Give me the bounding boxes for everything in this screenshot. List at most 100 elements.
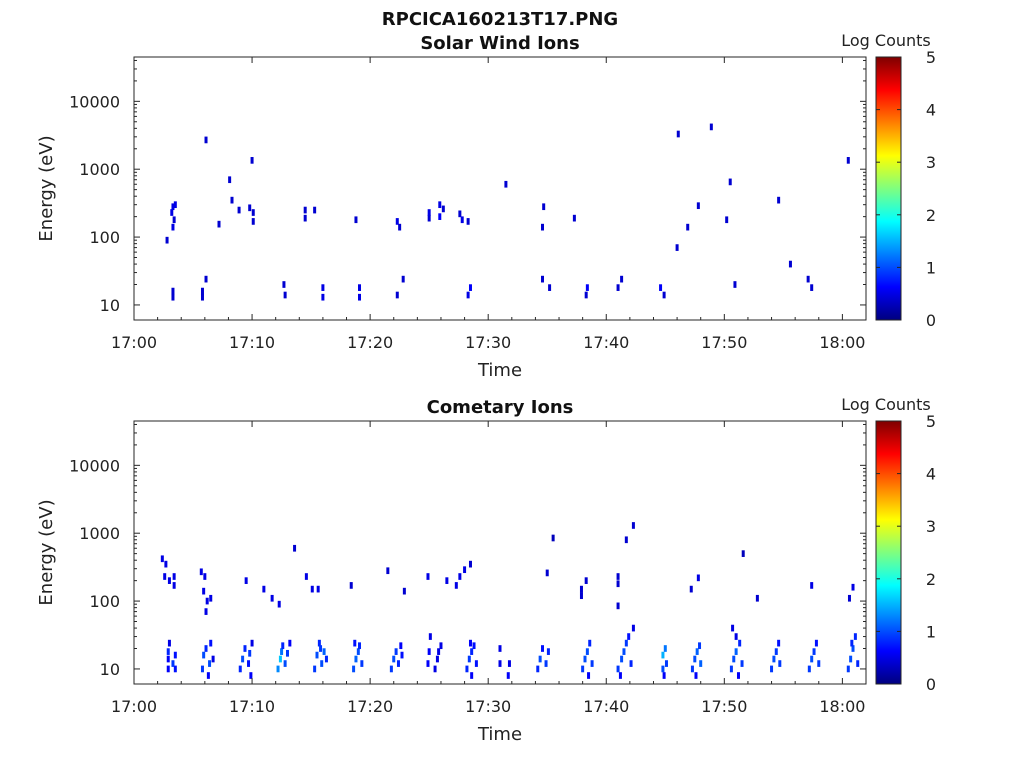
data-cell: [541, 275, 545, 283]
x-tick-label: 17:30: [465, 333, 511, 352]
data-cell: [426, 573, 430, 580]
data-cell: [241, 655, 245, 663]
data-cell: [250, 157, 254, 164]
data-cell: [732, 655, 736, 663]
data-cell: [293, 544, 297, 552]
data-cell: [171, 287, 175, 295]
data-cell: [204, 608, 208, 615]
data-cell: [172, 573, 176, 580]
data-cell: [777, 196, 781, 204]
data-cell: [285, 649, 289, 657]
x-tick-label: 18:00: [819, 697, 865, 716]
data-cell: [458, 573, 462, 580]
data-cell: [466, 291, 470, 299]
x-tick-label: 17:20: [347, 333, 393, 352]
data-cell: [173, 651, 177, 659]
data-cell: [438, 213, 442, 220]
data-cell: [696, 202, 700, 210]
x-tick-label: 17:10: [229, 697, 275, 716]
data-cell: [788, 260, 792, 268]
colorbar-gradient: [875, 420, 902, 685]
data-cell: [620, 275, 624, 283]
data-cell: [546, 648, 550, 655]
data-cell: [402, 587, 406, 595]
data-cell: [389, 665, 393, 673]
data-cell: [629, 660, 633, 667]
data-cell: [585, 284, 589, 291]
data-cell: [208, 660, 212, 667]
data-cell: [846, 157, 850, 164]
data-cell: [458, 210, 462, 218]
colorbar-tick-label: 1: [926, 258, 936, 277]
data-cell: [238, 665, 242, 673]
x-tick-label: 17:50: [701, 697, 747, 716]
data-cell: [817, 660, 821, 667]
data-cell: [315, 651, 319, 659]
data-cell: [774, 648, 778, 655]
data-cell: [734, 633, 738, 640]
data-cell: [278, 655, 282, 663]
data-cell: [204, 275, 208, 283]
x-axis-label: Time: [477, 360, 522, 381]
data-cell: [696, 574, 700, 582]
y-axis-label: Energy (eV): [36, 135, 57, 241]
data-cell: [353, 639, 357, 647]
data-cell: [587, 672, 591, 679]
data-cell: [467, 655, 471, 663]
data-cell: [321, 293, 325, 301]
data-cell: [165, 236, 169, 244]
data-cell: [392, 655, 396, 663]
data-cell: [695, 648, 699, 655]
data-cell: [579, 585, 583, 593]
data-cell: [270, 594, 274, 602]
data-cell: [777, 639, 781, 647]
data-cell: [585, 648, 589, 655]
data-cell: [627, 633, 631, 640]
data-cell: [167, 639, 171, 647]
data-cell: [173, 201, 177, 209]
data-cell: [199, 568, 203, 576]
data-cell: [303, 206, 307, 214]
data-cell: [466, 218, 470, 225]
data-cell: [709, 123, 713, 131]
data-cell: [209, 594, 213, 602]
data-cell: [545, 569, 549, 577]
data-cell: [167, 577, 171, 584]
y-tick-label: 100: [89, 228, 120, 247]
data-cell: [498, 660, 502, 667]
data-cell: [772, 655, 776, 663]
data-cell: [427, 214, 431, 222]
data-cell: [851, 645, 855, 652]
data-cell: [662, 672, 666, 679]
data-cell: [536, 665, 540, 673]
data-cell: [396, 660, 400, 667]
data-cell: [171, 223, 175, 231]
data-cell: [320, 660, 324, 667]
data-cell: [584, 291, 588, 299]
data-cell: [465, 665, 469, 673]
data-cell: [313, 206, 317, 214]
data-cell: [538, 655, 542, 663]
data-cell: [394, 648, 398, 655]
data-cell: [441, 205, 445, 213]
data-cell: [846, 665, 850, 673]
data-cell: [676, 130, 680, 138]
data-cell: [729, 665, 733, 673]
data-cell: [206, 672, 210, 679]
data-cell: [590, 660, 594, 667]
data-cell: [851, 583, 855, 591]
data-cell: [693, 655, 697, 663]
data-cell: [740, 660, 744, 667]
data-cell: [398, 223, 402, 231]
data-cell: [360, 660, 364, 667]
x-tick-label: 17:30: [465, 697, 511, 716]
y-axis-label: Energy (eV): [36, 499, 57, 605]
data-cell: [200, 293, 204, 301]
data-cell: [755, 594, 759, 602]
data-cell: [282, 281, 286, 288]
data-cell: [616, 665, 620, 673]
data-cell: [504, 180, 508, 188]
data-cell: [244, 577, 248, 584]
